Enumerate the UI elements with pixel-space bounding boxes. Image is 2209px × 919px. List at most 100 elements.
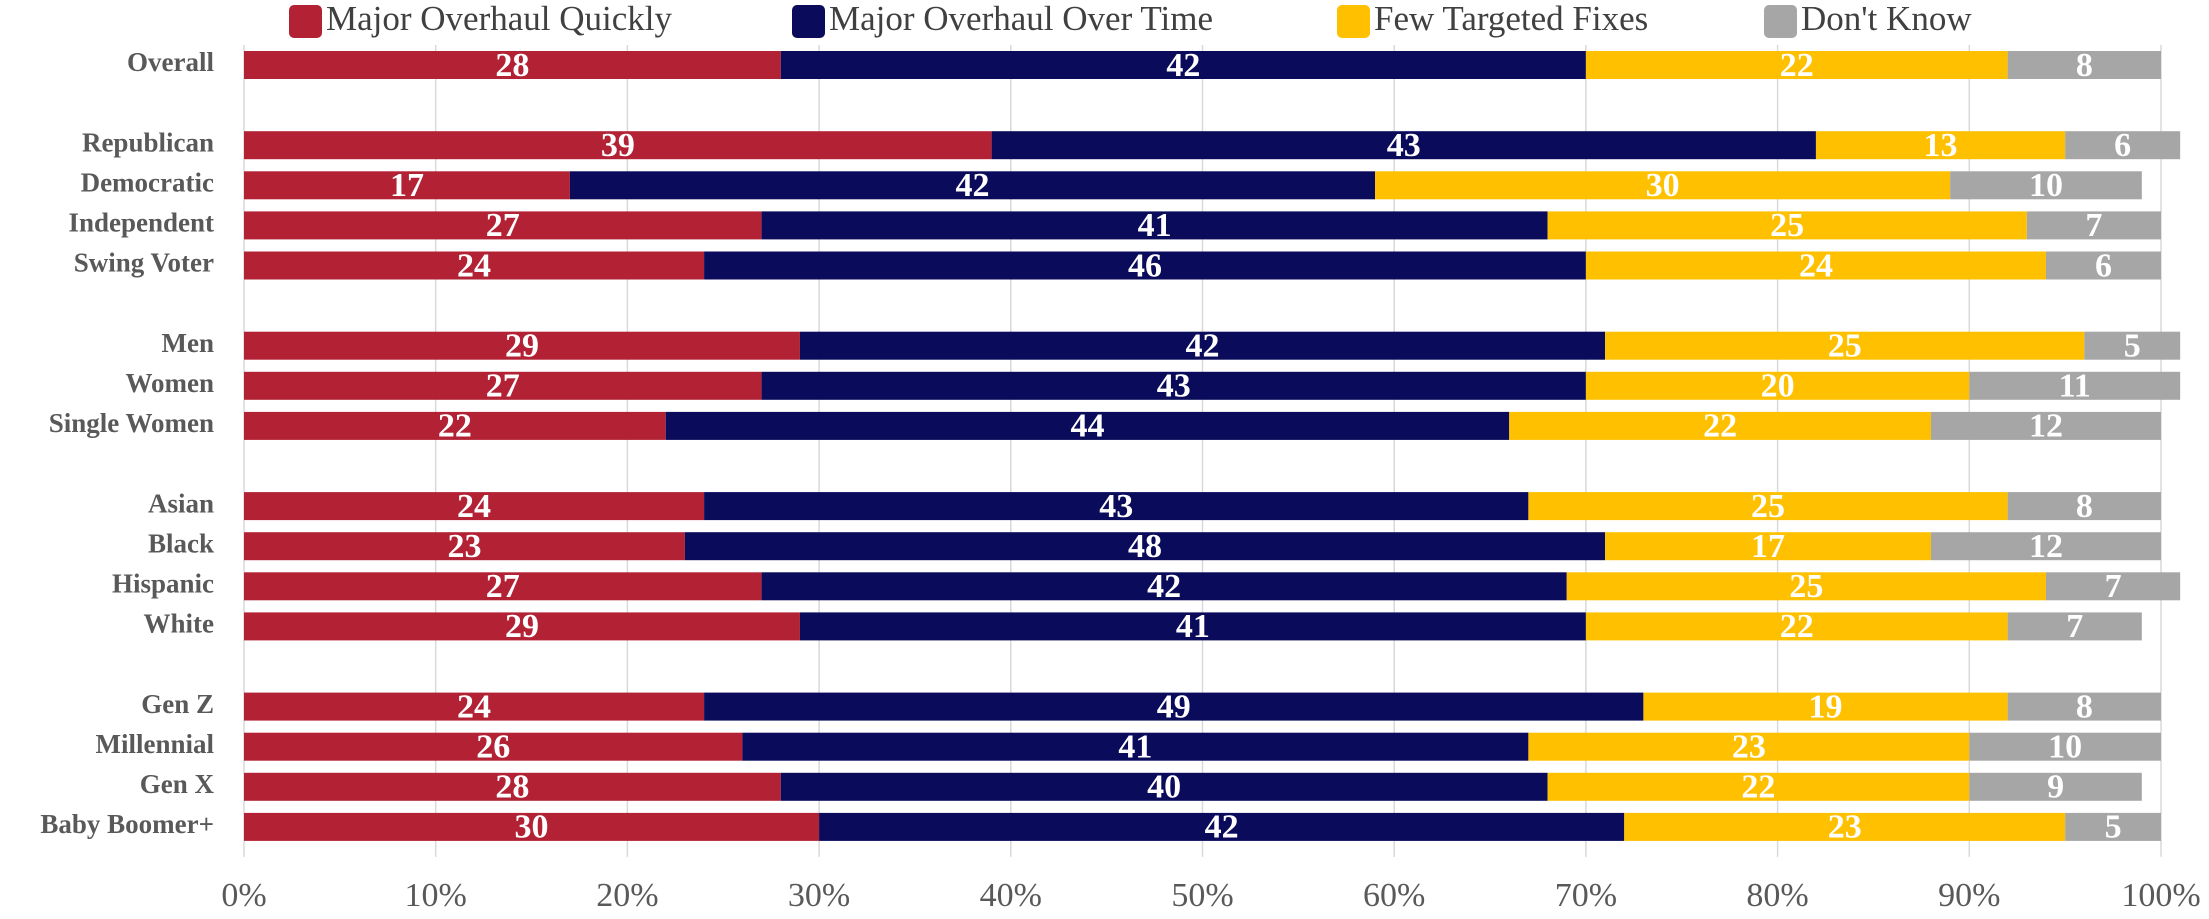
bar-segment [780, 51, 1586, 79]
value-label: 43 [1387, 127, 1421, 164]
bar-segment [684, 532, 1606, 561]
bar-segment [704, 251, 1586, 280]
bar-segment [1547, 211, 2027, 240]
value-label: 24 [457, 688, 491, 725]
value-label: 12 [2029, 528, 2063, 565]
bar-segment [1547, 772, 1970, 801]
bar-segment [2007, 692, 2161, 721]
bar-segment [244, 51, 781, 79]
value-label: 25 [1751, 488, 1785, 525]
value-label: 42 [1166, 47, 1200, 84]
bar-segment [1509, 411, 1931, 440]
bar-segment [1528, 732, 1970, 761]
bar-segment [2065, 812, 2161, 841]
category-label: Men [162, 328, 214, 358]
bar-segment [244, 251, 705, 280]
category-label: Hispanic [112, 569, 214, 599]
value-label: 23 [447, 528, 481, 565]
value-label: 7 [2105, 568, 2122, 605]
bar-segment [761, 572, 1567, 601]
bar-segment [1528, 492, 2008, 521]
bar-segment [1605, 532, 1931, 561]
value-label: 24 [457, 488, 491, 525]
bar-segment [799, 612, 1586, 641]
category-label: Single Women [49, 408, 214, 438]
legend-label: Don't Know [1801, 0, 1972, 38]
bar-segment [1643, 692, 2008, 721]
bar-segment [1969, 371, 2181, 400]
legend-swatch [792, 5, 825, 38]
bar-segment [244, 572, 762, 601]
value-label: 29 [505, 327, 539, 364]
category-label: Gen Z [141, 689, 214, 719]
bar-segment [1375, 171, 1951, 200]
value-label: 7 [2085, 207, 2102, 244]
category-label: Democratic [81, 168, 214, 198]
value-label: 11 [2059, 368, 2091, 405]
category-label: Black [148, 528, 214, 558]
value-label: 26 [476, 728, 510, 765]
legend-label: Major Overhaul Quickly [326, 0, 673, 38]
value-label: 5 [2105, 809, 2122, 846]
value-label: 8 [2076, 47, 2093, 84]
bar-segment [1950, 171, 2142, 200]
bar-segment [1624, 812, 2066, 841]
x-tick-label: 50% [1171, 877, 1233, 914]
bar-segment [1969, 772, 2142, 801]
value-label: 6 [2095, 247, 2112, 284]
x-tick-label: 30% [788, 877, 850, 914]
value-label: 22 [1780, 608, 1814, 645]
bar-segment [819, 812, 1625, 841]
bar-segment [665, 411, 1510, 440]
x-tick-label: 60% [1363, 877, 1425, 914]
value-label: 25 [1789, 568, 1823, 605]
value-label: 42 [1147, 568, 1181, 605]
bar-segment [1930, 532, 2161, 561]
bar-segment [2045, 572, 2181, 601]
bar-segment [244, 692, 705, 721]
value-label: 17 [1751, 528, 1785, 565]
value-label: 17 [390, 167, 424, 204]
value-label: 41 [1176, 608, 1210, 645]
value-label: 10 [2029, 167, 2063, 204]
category-label: Millennial [95, 729, 214, 759]
category-label: Independent [68, 208, 214, 238]
value-label: 5 [2124, 327, 2141, 364]
x-tick-label: 10% [405, 877, 467, 914]
category-label: Swing Voter [74, 248, 214, 278]
bar-segment [244, 131, 992, 160]
value-label: 22 [1780, 47, 1814, 84]
legend-swatch [1337, 5, 1370, 38]
value-label: 44 [1070, 408, 1104, 445]
category-label: Republican [82, 127, 214, 157]
x-tick-label: 90% [1938, 877, 2000, 914]
value-label: 48 [1128, 528, 1162, 565]
bar-segment [2007, 612, 2142, 641]
category-label: Baby Boomer+ [40, 809, 214, 839]
category-label: Asian [148, 488, 214, 518]
value-label: 28 [495, 769, 529, 806]
value-label: 22 [1703, 408, 1737, 445]
bar-segment [244, 331, 800, 360]
bar-segment [761, 371, 1586, 400]
bar-segment [742, 732, 1529, 761]
value-label: 28 [495, 47, 529, 84]
value-label: 42 [1186, 327, 1220, 364]
bar-segment [1585, 251, 2046, 280]
value-label: 10 [2048, 728, 2082, 765]
bar-segment [2007, 492, 2161, 521]
bar-segment [2084, 331, 2181, 360]
bar-segment [1930, 411, 2161, 440]
value-label: 9 [2047, 769, 2064, 806]
x-tick-label: 0% [221, 877, 266, 914]
x-tick-label: 20% [596, 877, 658, 914]
category-label: Overall [127, 47, 214, 77]
bar-segment [1969, 732, 2161, 761]
value-label: 24 [457, 247, 491, 284]
bar-segment [704, 492, 1529, 521]
value-label: 25 [1828, 327, 1862, 364]
bar-segment [2026, 211, 2161, 240]
bar-segment [569, 171, 1376, 200]
value-label: 40 [1147, 769, 1181, 806]
value-label: 30 [515, 809, 549, 846]
